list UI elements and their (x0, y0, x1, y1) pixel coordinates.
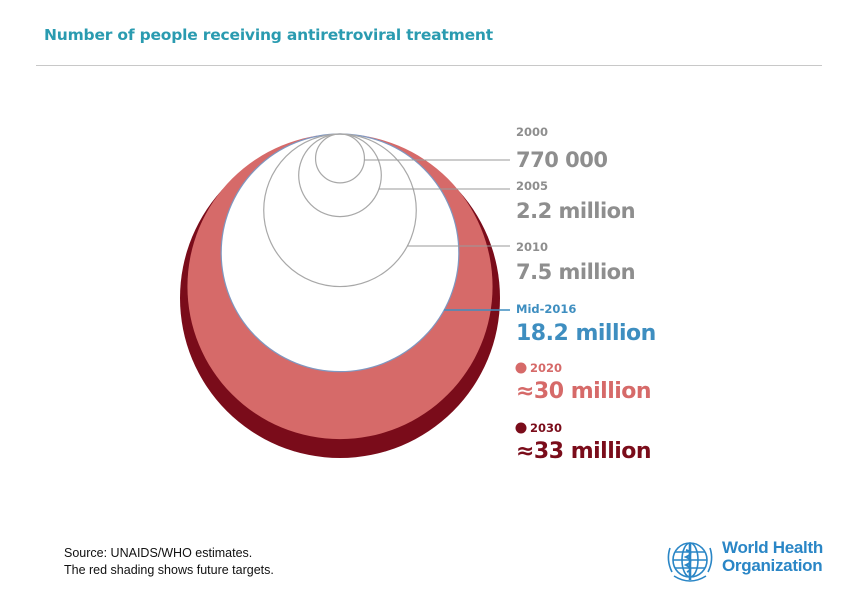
value-label: ≈33 million (516, 439, 651, 464)
year-label: 2020 (530, 361, 562, 375)
year-label: 2005 (516, 179, 548, 193)
who-logo: World Health Organization (664, 534, 824, 586)
source-line: Source: UNAIDS/WHO estimates. (64, 546, 253, 560)
year-label: 2010 (516, 240, 548, 254)
value-label: 2.2 million (516, 199, 635, 223)
legend-dot-2030 (515, 422, 527, 434)
year-label: Mid-2016 (516, 302, 576, 316)
legend-dot-2020 (515, 362, 527, 374)
logo-line: World Health (722, 538, 823, 557)
logo-line: Organization (722, 556, 823, 575)
title-divider (36, 65, 822, 66)
year-label: 2000 (516, 125, 548, 139)
leader-lines (364, 159, 510, 311)
bubble-mid-2016 (220, 133, 460, 373)
value-label: 7.5 million (516, 260, 635, 284)
bubble-layer (180, 133, 500, 458)
footnote-line: The red shading shows future targets. (64, 563, 274, 577)
source-note: Source: UNAIDS/WHO estimates. The red sh… (64, 545, 274, 579)
who-logo-text: World Health Organization (722, 539, 823, 575)
label-layer: 2000 770 000 2005 2.2 million 2010 7.5 millio… (515, 125, 656, 464)
chart-title: Number of people receiving antiretrovira… (44, 26, 493, 44)
value-label: 770 000 (516, 148, 607, 172)
year-label: 2030 (530, 421, 562, 435)
value-label: ≈30 million (516, 379, 651, 404)
bubble-2000 (314, 133, 366, 184)
value-label: 18.2 million (516, 321, 656, 346)
who-emblem-icon (667, 542, 713, 582)
